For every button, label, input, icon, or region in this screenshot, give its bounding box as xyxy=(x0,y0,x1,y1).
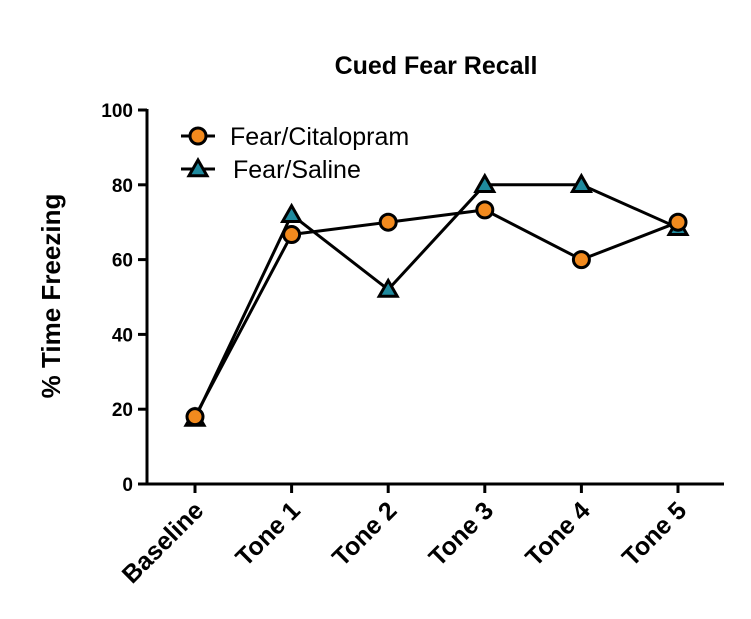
legend-marker xyxy=(188,126,208,146)
legend: Fear/Citalopram Fear/Saline xyxy=(181,123,409,184)
circle-point xyxy=(571,250,591,270)
legend-label: Fear/Saline xyxy=(233,156,361,184)
x-tick-label: Tone 2 xyxy=(327,496,402,571)
y-tick-label: 0 xyxy=(122,475,133,496)
x-tick-label: Tone 5 xyxy=(617,496,693,572)
y-axis-label: % Time Freezing xyxy=(36,194,66,399)
circle-point xyxy=(668,212,688,232)
y-tick-label: 100 xyxy=(101,101,133,122)
series-line-1 xyxy=(193,208,679,418)
triangle-point xyxy=(473,172,497,194)
x-tick-label: Tone 4 xyxy=(520,496,596,572)
series-line-2 xyxy=(193,183,679,420)
y-tick-label: 60 xyxy=(112,251,133,272)
x-tick-label: Tone 3 xyxy=(424,496,499,571)
y-tick-label: 40 xyxy=(112,325,133,346)
circle-point xyxy=(185,407,205,427)
legend-marker xyxy=(186,156,210,178)
x-tick-label: Baseline xyxy=(117,496,210,589)
y-tick-label: 20 xyxy=(112,400,133,421)
y-tick-label: 80 xyxy=(112,176,133,197)
triangle-point xyxy=(376,277,400,298)
circle-point xyxy=(282,225,302,245)
circle-point xyxy=(378,212,398,232)
circle-point xyxy=(475,200,495,220)
chart-title: Cued Fear Recall xyxy=(335,52,538,80)
series-layer xyxy=(183,172,690,427)
legend-label: Fear/Citalopram xyxy=(230,123,409,151)
triangle-point xyxy=(280,202,304,223)
x-tick-label: Tone 1 xyxy=(230,496,306,572)
triangle-point xyxy=(569,172,593,194)
